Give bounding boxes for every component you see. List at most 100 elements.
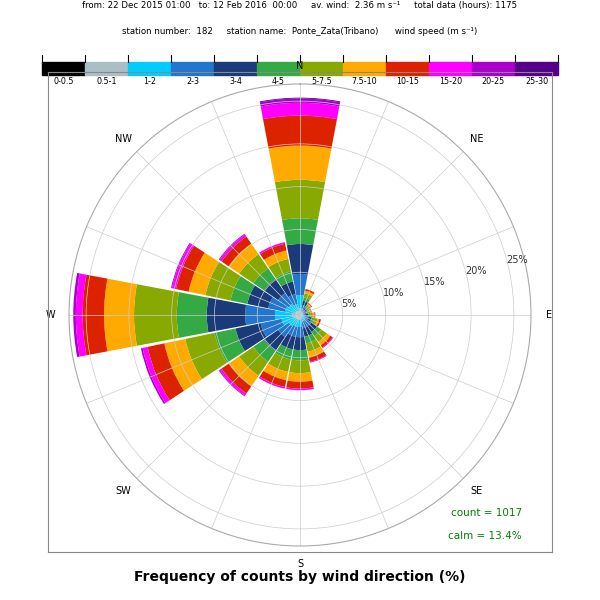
Bar <box>260 319 284 337</box>
Bar <box>268 353 291 372</box>
Bar <box>308 323 317 332</box>
Bar <box>281 281 296 297</box>
Text: NW: NW <box>115 134 132 143</box>
Bar <box>185 333 227 379</box>
Bar <box>301 313 304 314</box>
Bar <box>214 62 257 75</box>
Text: 1-2: 1-2 <box>143 77 156 86</box>
Bar <box>278 323 292 337</box>
Text: 15-20: 15-20 <box>439 77 462 86</box>
Text: N: N <box>296 61 304 71</box>
Bar <box>263 364 288 380</box>
Text: 5-7.5: 5-7.5 <box>311 77 332 86</box>
Bar <box>296 316 299 319</box>
Text: 3-4: 3-4 <box>229 77 242 86</box>
Bar <box>302 314 304 316</box>
Bar <box>247 286 273 308</box>
Text: Frequency of counts by wind direction (%): Frequency of counts by wind direction (%… <box>134 570 466 584</box>
Text: W: W <box>46 310 55 320</box>
Text: S: S <box>297 559 303 569</box>
Bar <box>307 304 311 308</box>
Bar <box>294 316 299 318</box>
Bar <box>299 308 301 313</box>
Bar <box>134 284 179 346</box>
Bar <box>172 244 194 289</box>
Text: calm = 13.4%: calm = 13.4% <box>448 532 522 541</box>
Bar <box>219 370 245 396</box>
Bar <box>298 320 302 327</box>
Bar <box>312 318 317 325</box>
Bar <box>207 298 246 332</box>
Bar <box>386 62 429 75</box>
Bar <box>301 314 302 316</box>
Bar <box>306 313 308 317</box>
Bar <box>148 343 184 400</box>
Bar <box>306 304 311 309</box>
Bar <box>304 308 307 311</box>
Bar <box>220 368 247 395</box>
Bar <box>275 344 293 359</box>
Bar <box>306 340 320 352</box>
Bar <box>299 314 300 315</box>
Text: 5%: 5% <box>341 299 356 309</box>
Bar <box>264 279 285 300</box>
Bar <box>177 292 208 338</box>
Bar <box>315 319 319 326</box>
Bar <box>307 317 312 322</box>
Bar <box>304 293 312 300</box>
Bar <box>260 103 340 119</box>
Bar <box>264 330 285 351</box>
Bar <box>343 62 386 75</box>
Bar <box>282 218 318 245</box>
Text: E: E <box>547 310 553 320</box>
Bar <box>308 313 310 317</box>
Bar <box>300 316 301 317</box>
Bar <box>301 315 302 316</box>
Bar <box>292 274 308 296</box>
Bar <box>245 305 275 325</box>
Bar <box>301 316 302 317</box>
Bar <box>299 315 300 316</box>
Text: 4-5: 4-5 <box>272 77 285 86</box>
Text: from: 22 Dec 2015 01:00   to: 12 Feb 2016  00:00     av. wind:  2.36 m s⁻¹     t: from: 22 Dec 2015 01:00 to: 12 Feb 2016 … <box>82 1 518 10</box>
Bar <box>308 309 311 313</box>
Text: 20%: 20% <box>465 266 487 276</box>
Bar <box>319 334 331 346</box>
Text: 10-15: 10-15 <box>396 77 419 86</box>
Bar <box>300 314 301 315</box>
Bar <box>263 116 337 149</box>
Bar <box>268 297 287 312</box>
Bar <box>302 316 305 318</box>
Bar <box>296 295 304 308</box>
Bar <box>316 319 321 327</box>
Bar <box>275 180 325 220</box>
Bar <box>308 303 312 307</box>
Bar <box>141 348 166 404</box>
Bar <box>73 273 80 357</box>
Bar <box>301 316 305 320</box>
Bar <box>314 312 316 318</box>
Bar <box>299 315 300 317</box>
Bar <box>515 62 558 75</box>
Bar <box>301 317 304 322</box>
Bar <box>42 62 85 75</box>
Text: 7.5-10: 7.5-10 <box>352 77 377 86</box>
Bar <box>264 251 288 267</box>
Bar <box>305 307 308 310</box>
Bar <box>259 377 285 389</box>
Bar <box>260 371 286 387</box>
Bar <box>299 313 300 315</box>
Bar <box>239 347 268 376</box>
Bar <box>275 310 292 320</box>
Bar <box>298 311 299 314</box>
Bar <box>128 62 171 75</box>
Bar <box>253 340 275 362</box>
Bar <box>302 310 305 313</box>
Bar <box>221 236 251 266</box>
Bar <box>285 307 296 314</box>
Bar <box>286 388 314 390</box>
Bar <box>310 317 314 323</box>
Bar <box>164 339 202 391</box>
Bar <box>313 313 314 317</box>
Bar <box>176 245 205 292</box>
